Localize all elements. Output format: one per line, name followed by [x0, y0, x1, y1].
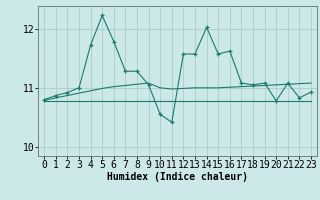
X-axis label: Humidex (Indice chaleur): Humidex (Indice chaleur)	[107, 172, 248, 182]
